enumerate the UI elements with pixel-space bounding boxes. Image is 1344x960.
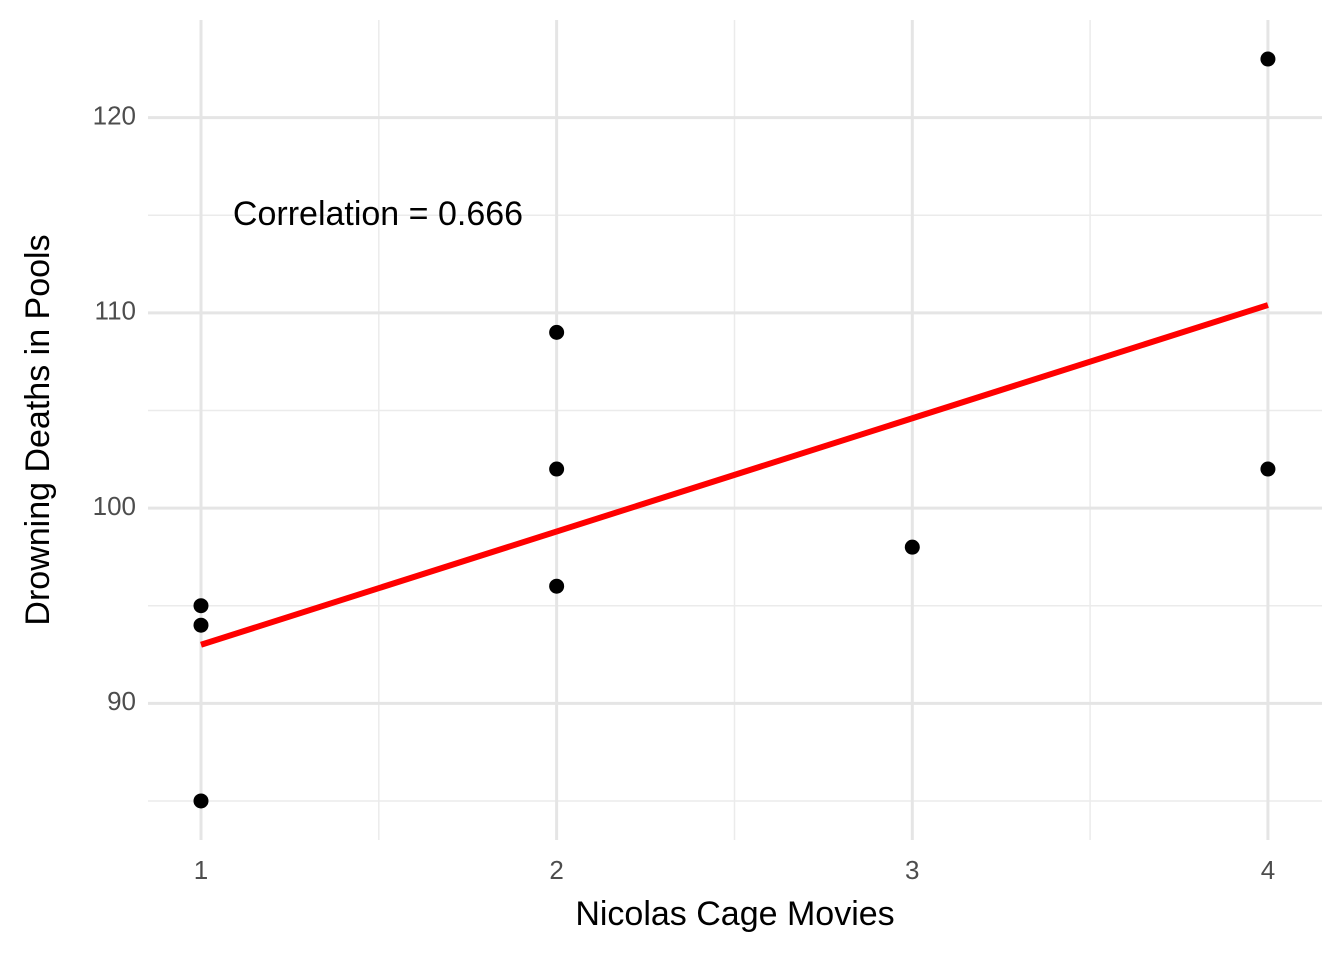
x-tick-label: 3	[905, 855, 919, 885]
fit-line	[200, 302, 1269, 648]
point	[193, 617, 209, 633]
point	[193, 793, 209, 809]
point	[193, 598, 209, 614]
point	[549, 461, 565, 477]
x-tick-label: 1	[194, 855, 208, 885]
y-axis-title: Drowning Deaths in Pools	[19, 234, 57, 625]
point	[1260, 461, 1276, 477]
point	[904, 539, 920, 555]
point	[549, 578, 565, 594]
y-tick-label: 120	[93, 100, 136, 130]
y-tick-label: 110	[95, 296, 136, 326]
x-tick-label: 2	[549, 855, 563, 885]
point	[549, 324, 565, 340]
x-tick-label: 4	[1261, 855, 1275, 885]
point	[1260, 51, 1276, 67]
x-axis-title: Nicolas Cage Movies	[575, 895, 894, 933]
annotation: Correlation = 0.666	[233, 195, 523, 233]
y-tick-label: 100	[93, 491, 136, 521]
y-tick-label: 90	[107, 686, 136, 716]
